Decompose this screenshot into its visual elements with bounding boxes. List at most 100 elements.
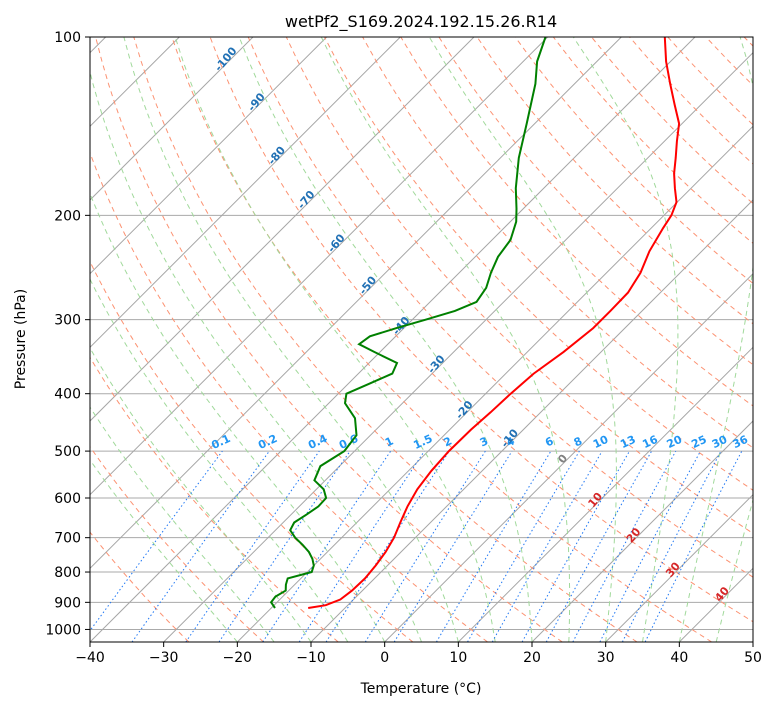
dry-adiabat-label: -80 xyxy=(265,144,288,168)
dry-adiabat-label: 0 xyxy=(555,452,570,466)
dry-adiabat xyxy=(514,37,753,285)
moist-adiabat xyxy=(90,347,312,642)
dry-adiabat-label: 10 xyxy=(585,490,605,510)
dry-adiabat xyxy=(90,260,414,642)
isotherm-line xyxy=(90,37,622,570)
mixing-ratio-line xyxy=(545,450,653,642)
y-tick-label: 900 xyxy=(54,595,81,611)
x-tick-label: 40 xyxy=(670,650,688,666)
moist-adiabat xyxy=(238,37,533,642)
isotherm-line xyxy=(90,37,254,201)
y-tick-label: 400 xyxy=(54,387,81,403)
mixing-ratio-line xyxy=(435,450,552,642)
mixing-ratio-line xyxy=(467,450,580,642)
y-tick-label: 100 xyxy=(54,30,81,46)
dry-adiabat-label: -10 xyxy=(498,426,521,450)
mixing-ratio-line xyxy=(90,450,223,632)
mixing-ratio-line xyxy=(262,450,392,642)
chart-title: wetPf2_S169.2024.192.15.26.R14 xyxy=(285,12,557,32)
moist-adiabat xyxy=(90,192,386,642)
dewpoint-profile-line xyxy=(269,37,547,609)
plot-area: 0.1 0.2 0.4 0.6 1 1.5 2 3 4 6 8 10 13 16 20 25 30 36-100-… xyxy=(90,37,753,642)
mixing-ratio-label: 25 xyxy=(689,433,708,451)
mixing-ratio-label: 0.4 xyxy=(306,432,329,452)
dry-adiabat-label: -90 xyxy=(245,90,268,114)
dry-adiabat xyxy=(362,37,753,449)
isotherm-line xyxy=(163,51,753,642)
moist-adiabat xyxy=(90,406,275,642)
dry-adiabat xyxy=(743,37,753,47)
moist-adiabat xyxy=(90,459,238,642)
x-tick-label: −10 xyxy=(296,650,326,666)
mixing-ratio-label: 3 xyxy=(478,434,490,449)
mixing-ratio-line xyxy=(185,450,320,642)
mixing-ratio-label: 10 xyxy=(591,433,611,451)
dry-adiabat-label: -70 xyxy=(295,188,318,212)
moist-adiabat xyxy=(174,37,496,642)
x-tick-label: −30 xyxy=(149,650,179,666)
mixing-ratio-label: 16 xyxy=(640,433,660,451)
x-tick-label: 30 xyxy=(597,650,615,666)
mixing-ratio-label: 30 xyxy=(710,433,730,451)
dry-adiabat xyxy=(705,37,753,87)
isotherm-line xyxy=(90,37,549,496)
x-tick-label: 0 xyxy=(380,650,389,666)
isotherm-line xyxy=(236,125,753,642)
dry-adiabat xyxy=(400,37,753,407)
dry-adiabat xyxy=(209,37,753,623)
y-tick-label: 200 xyxy=(54,208,81,224)
isotherm-line xyxy=(457,346,753,642)
dry-adiabat xyxy=(247,37,753,578)
dry-adiabat xyxy=(90,531,190,642)
x-tick-label: 50 xyxy=(744,650,762,666)
dry-adiabat xyxy=(95,37,563,642)
isotherm-line xyxy=(752,641,753,642)
y-axis-label: Pressure (hPa) xyxy=(13,289,29,389)
mixing-ratio-label: 1 xyxy=(383,434,395,449)
dry-adiabat xyxy=(285,37,753,534)
isotherm-line xyxy=(310,199,753,642)
isotherm-line xyxy=(531,420,753,642)
dry-adiabat xyxy=(591,37,753,205)
dry-adiabat xyxy=(667,37,753,126)
dry-adiabat-label: -100 xyxy=(212,44,240,74)
isotherm-line xyxy=(605,493,753,642)
dry-adiabat xyxy=(438,37,753,366)
dry-adiabat-label: 40 xyxy=(712,584,732,604)
y-tick-label: 500 xyxy=(54,444,81,460)
y-tick-label: 700 xyxy=(54,531,81,547)
moist-adiabat xyxy=(715,497,753,642)
dry-adiabat-label: -20 xyxy=(453,398,476,422)
isotherm-line xyxy=(90,37,401,349)
isotherm-line xyxy=(90,37,696,642)
mixing-ratio-line xyxy=(393,450,513,642)
y-tick-label: 300 xyxy=(54,313,81,329)
mixing-ratio-line xyxy=(644,450,743,642)
temperature-profile-line xyxy=(308,37,681,609)
moist-adiabat xyxy=(123,37,459,642)
mixing-ratio-label: 8 xyxy=(572,434,584,449)
isotherm-line xyxy=(678,567,753,642)
x-tick-label: 10 xyxy=(449,650,467,666)
moist-adiabat xyxy=(428,37,617,642)
isotherm-line xyxy=(90,37,328,275)
dry-adiabat xyxy=(90,356,339,642)
x-tick-label: 20 xyxy=(523,650,541,666)
mixing-ratio-line xyxy=(572,450,677,642)
moist-adiabat xyxy=(572,37,679,642)
y-tick-label: 1000 xyxy=(45,622,81,638)
mixing-ratio-label: 36 xyxy=(731,433,751,451)
moist-adiabat xyxy=(90,70,422,642)
y-tick-label: 600 xyxy=(54,491,81,507)
x-axis-label: Temperature (°C) xyxy=(360,681,482,697)
plot-frame xyxy=(89,36,754,643)
moist-adiabat xyxy=(320,37,571,642)
mixing-ratio-line xyxy=(521,450,630,642)
moist-adiabat xyxy=(90,278,349,642)
mixing-ratio-line xyxy=(298,450,425,642)
mixing-ratio-line xyxy=(218,450,351,642)
isotherm-line xyxy=(90,37,475,422)
mixing-ratio-line xyxy=(131,450,270,642)
mixing-ratio-label: 20 xyxy=(665,433,685,451)
dry-adiabat-label: 30 xyxy=(663,559,683,579)
